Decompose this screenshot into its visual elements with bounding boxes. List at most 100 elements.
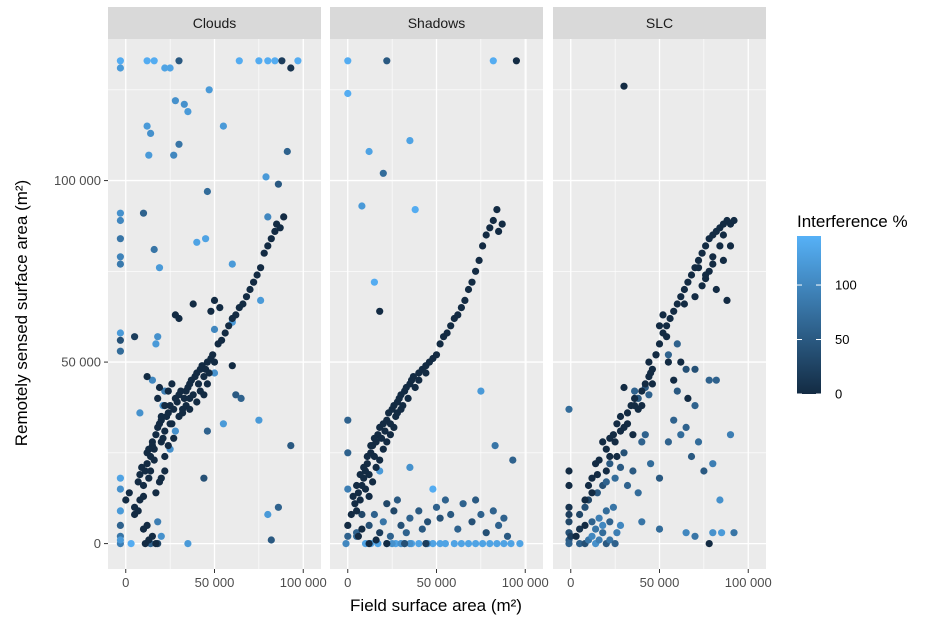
data-point <box>677 358 685 366</box>
data-point <box>143 373 151 381</box>
data-point <box>379 445 387 453</box>
data-point <box>116 336 124 344</box>
data-point <box>500 540 508 548</box>
data-point <box>565 503 573 511</box>
data-point <box>684 394 692 402</box>
data-point <box>716 496 724 504</box>
data-point <box>354 489 362 497</box>
data-point <box>136 471 144 479</box>
data-point <box>472 267 480 275</box>
data-point <box>381 427 389 435</box>
data-point <box>415 507 423 515</box>
data-point <box>620 383 628 392</box>
data-point <box>613 529 621 537</box>
legend-colorbar <box>797 236 821 394</box>
data-point <box>388 540 396 548</box>
data-point <box>705 540 713 548</box>
data-point <box>572 532 580 540</box>
data-point <box>193 398 201 406</box>
data-point <box>709 529 717 537</box>
data-point <box>152 431 160 439</box>
data-point <box>216 304 224 312</box>
data-point <box>709 260 717 268</box>
data-point <box>406 463 414 471</box>
data-point <box>479 242 487 250</box>
data-point <box>154 394 162 402</box>
data-point <box>712 376 720 384</box>
data-point <box>616 412 625 421</box>
data-point <box>203 380 211 388</box>
data-point <box>402 529 410 537</box>
data-point <box>390 507 398 515</box>
data-point <box>581 496 589 504</box>
data-point <box>588 518 596 526</box>
data-point <box>581 503 589 511</box>
data-point <box>193 238 201 246</box>
data-point <box>638 518 646 526</box>
data-point <box>482 529 490 537</box>
data-point <box>164 387 172 395</box>
data-point <box>620 82 628 90</box>
data-point <box>461 296 469 304</box>
data-point <box>593 489 602 497</box>
panel-clouds: Clouds 0 50 000 100 000 <box>81 7 327 590</box>
data-point <box>726 431 735 439</box>
data-point <box>680 300 689 308</box>
data-point <box>659 311 667 319</box>
data-point <box>719 256 728 264</box>
strip-background <box>553 7 766 39</box>
data-point <box>148 376 156 384</box>
data-point <box>472 496 480 504</box>
data-point <box>516 540 524 548</box>
data-point <box>441 496 449 504</box>
data-point <box>148 532 156 540</box>
data-point <box>365 492 373 500</box>
data-point <box>677 431 685 439</box>
x-tick-label: 0 <box>344 575 351 590</box>
data-point <box>116 209 124 217</box>
data-point <box>250 278 258 286</box>
strip-label: Clouds <box>193 15 237 31</box>
data-point <box>370 452 378 461</box>
legend-title: Interference % <box>797 212 908 231</box>
data-point <box>264 57 272 65</box>
data-point <box>457 540 465 548</box>
data-point <box>726 242 735 250</box>
data-point <box>177 387 185 395</box>
legend-break-label: 100 <box>835 278 857 293</box>
data-point <box>491 442 499 450</box>
data-point <box>406 514 414 522</box>
data-point <box>691 402 699 410</box>
data-point <box>498 220 506 228</box>
data-point <box>691 365 699 373</box>
data-point <box>687 271 696 279</box>
data-point <box>344 57 352 65</box>
data-point <box>134 507 142 515</box>
data-point <box>702 242 710 250</box>
data-point <box>673 387 681 395</box>
data-point <box>147 467 155 475</box>
y-tick-label: 50 000 <box>61 355 101 370</box>
data-point <box>477 387 485 395</box>
data-point <box>379 169 387 177</box>
data-point <box>565 481 573 490</box>
data-point <box>429 540 437 548</box>
data-point <box>186 394 194 402</box>
data-point <box>507 540 515 548</box>
data-point <box>116 521 124 530</box>
data-point <box>588 474 596 482</box>
data-point <box>666 314 674 323</box>
data-point <box>406 540 414 548</box>
data-point <box>210 296 219 304</box>
data-point <box>253 271 261 279</box>
data-point <box>623 420 632 428</box>
data-point <box>397 521 405 530</box>
data-point <box>716 242 724 250</box>
data-point <box>116 64 124 72</box>
data-point <box>623 409 632 417</box>
data-point <box>495 521 503 530</box>
y-axis: 0 50 000 100 000 <box>54 173 108 551</box>
data-point <box>139 481 148 490</box>
data-point <box>353 507 361 515</box>
data-point <box>592 525 600 533</box>
